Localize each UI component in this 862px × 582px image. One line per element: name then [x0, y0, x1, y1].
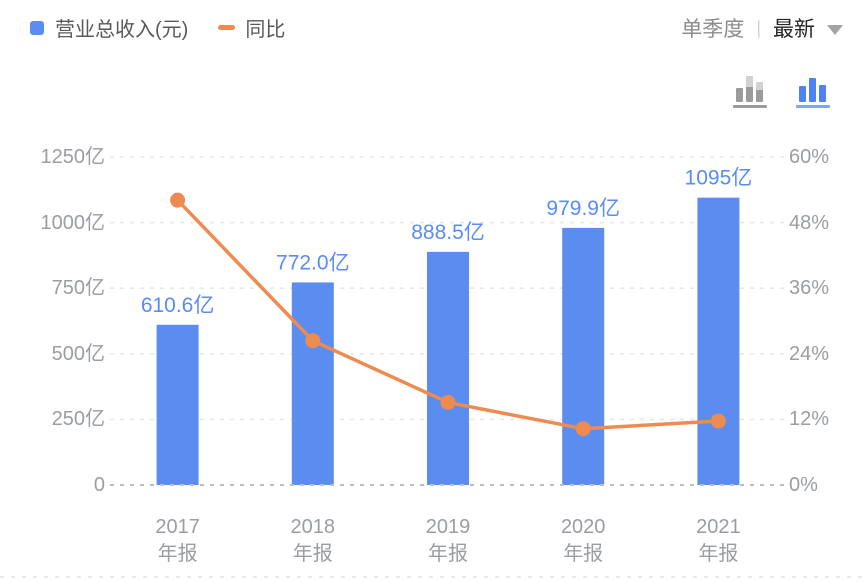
annual-bars-icon[interactable] — [796, 74, 830, 108]
bar-value-label: 772.0亿 — [276, 251, 350, 274]
left-axis-tick: 1250亿 — [40, 146, 106, 168]
bar-value-label: 888.5亿 — [411, 221, 485, 244]
x-axis-label: 2019 年报 — [425, 516, 471, 565]
yoy-point — [575, 421, 591, 437]
yoy-point — [440, 394, 456, 410]
left-axis-tick: 1000亿 — [40, 211, 106, 234]
x-axis-label: 2020 年报 — [560, 516, 606, 565]
yoy-point — [170, 192, 186, 208]
left-axis-tick: 250亿 — [51, 408, 105, 431]
x-axis-label: 2021 年报 — [696, 516, 741, 565]
revenue-bar — [562, 227, 605, 485]
right-axis-tick: 36% — [789, 277, 830, 300]
x-axis-label: 2018 年报 — [290, 516, 336, 565]
yoy-point — [305, 333, 321, 349]
legend-revenue-label: 营业总收入(元) — [55, 19, 189, 41]
revenue-bar — [427, 251, 469, 485]
line-series-swatch-icon — [218, 25, 236, 30]
period-option-latest[interactable]: 最新 — [773, 18, 815, 41]
left-axis-tick: 500亿 — [51, 342, 105, 365]
bar-series-swatch-icon — [30, 20, 44, 35]
bar-value-label: 1095亿 — [685, 167, 753, 190]
chevron-down-icon[interactable] — [827, 24, 843, 35]
bar-value-label: 610.6亿 — [141, 294, 215, 317]
bar-value-label: 979.9亿 — [546, 197, 620, 220]
legend-item-revenue[interactable]: 营业总收入(元) — [30, 13, 188, 42]
x-axis-label: 2017 年报 — [155, 516, 200, 565]
chart-style-toggle — [733, 74, 830, 108]
right-axis-tick: 0% — [789, 474, 818, 496]
right-axis-tick: 24% — [789, 342, 830, 365]
revenue-bar — [291, 282, 334, 485]
revenue-bar — [156, 324, 199, 485]
yoy-point — [710, 413, 726, 429]
period-selector: 单季度 | 最新 — [681, 13, 843, 43]
legend-yoy-label: 同比 — [245, 19, 286, 41]
right-axis-tick: 12% — [789, 408, 830, 431]
period-option-quarterly[interactable]: 单季度 — [681, 18, 745, 41]
chart-legend: 营业总收入(元) 同比 — [30, 13, 285, 42]
quarterly-bars-icon[interactable] — [733, 74, 767, 108]
right-axis-tick: 60% — [789, 146, 830, 168]
revenue-bar — [697, 197, 740, 485]
left-axis-tick: 0 — [93, 474, 105, 496]
period-separator: | — [756, 17, 761, 38]
legend-item-yoy[interactable]: 同比 — [218, 13, 285, 42]
left-axis-tick: 750亿 — [51, 277, 105, 300]
right-axis-tick: 48% — [789, 211, 830, 234]
